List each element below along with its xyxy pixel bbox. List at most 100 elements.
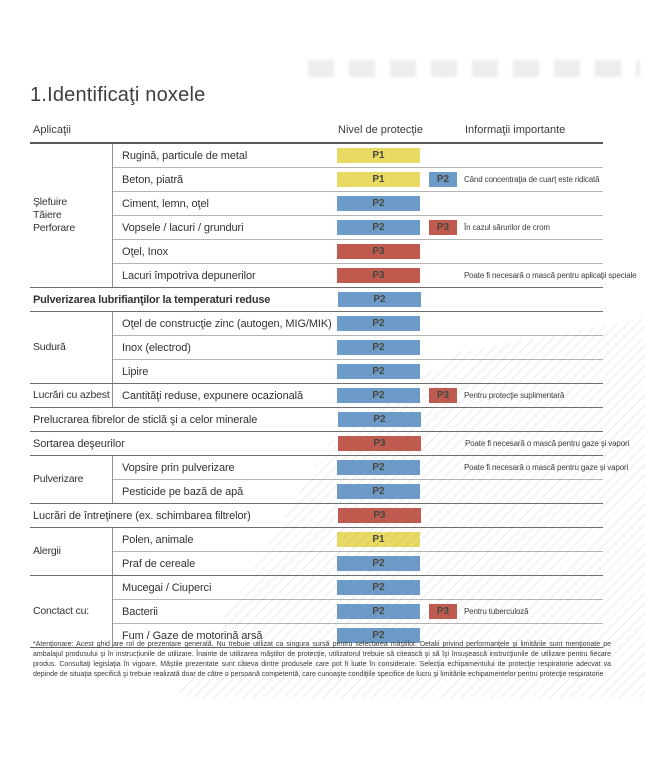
application-label: Prelucrarea fibrelor de sticlă şi a celo…: [33, 413, 258, 426]
application-label: Oţel de construcţie zinc (autogen, MIG/M…: [122, 317, 332, 330]
table-row: Pulverizarea lubrifianţilor la temperatu…: [30, 288, 603, 311]
application-group-label: Sudură: [30, 312, 113, 383]
section-rows: Mucegai / Ciuperci P2 Bacterii P2 P3 Pentru t…: [113, 576, 603, 647]
application-label: Beton, piatră: [122, 173, 184, 186]
protection-level-extra-badge: P3: [429, 220, 457, 235]
section-rows: Rugină, particule de metal P1 Beton, piatr…: [113, 144, 637, 287]
table-row: Mucegai / Ciuperci P2: [113, 576, 603, 599]
table-section: Sortarea deşeurilor P3 Poate fi necesară o…: [30, 431, 629, 455]
application-label: Mucegai / Ciuperci: [122, 581, 212, 594]
table-row: Prelucrarea fibrelor de sticlă şi a celo…: [30, 408, 603, 431]
application-label: Pulverizarea lubrifianţilor la temperatu…: [33, 293, 271, 306]
page-title: 1.Identificaţi noxele: [30, 84, 206, 106]
protection-level-bar: P2: [337, 604, 420, 619]
table-row: Vopsire prin pulverizare P2 Poate fi neces…: [113, 456, 628, 479]
application-label: Sortarea deşeurilor: [33, 437, 125, 450]
application-group-label: Şlefuire Tăiere Perforare: [30, 144, 113, 287]
protection-level-extra-badge: P3: [429, 388, 457, 403]
important-info-note: Pentru tuberculoză: [464, 607, 529, 616]
important-info-note: Când concentraţia de cuarţ este ridicată: [464, 175, 600, 184]
column-header-protection-level: Nivel de protecţie: [338, 124, 423, 136]
table-row: Ciment, lemn, oţel P2: [113, 191, 603, 215]
table-row: Fum / Gaze de motorină arsă P2: [113, 623, 603, 647]
protection-level-bar: P2: [337, 340, 420, 355]
application-label: Lacuri împotriva depunerilor: [122, 269, 256, 282]
application-group-label: Conctact cu:: [30, 576, 113, 647]
table-row: Lipire P2: [113, 359, 603, 383]
table-row: Polen, animale P1: [113, 528, 603, 551]
important-info-note: În cazul sărurilor de crom: [464, 223, 550, 232]
section-rows: Lucrări de întreţinere (ex. schimbarea f…: [30, 504, 603, 527]
application-label: Inox (electrod): [122, 341, 191, 354]
application-label: Vopsire prin pulverizare: [122, 461, 235, 474]
table-section: Pulverizarea lubrifianţilor la temperatu…: [30, 287, 603, 311]
protection-level-extra-badge: P3: [429, 604, 457, 619]
protection-level-bar: P3: [337, 268, 420, 283]
protection-level-bar: P2: [338, 412, 421, 427]
table-row: Lacuri împotriva depunerilor P3 Poate fi n…: [113, 263, 637, 287]
protection-level-bar: P2: [337, 556, 420, 571]
application-label: Bacterii: [122, 605, 158, 618]
table-section: Prelucrarea fibrelor de sticlă şi a celo…: [30, 407, 603, 431]
protection-level-bar: P2: [337, 364, 420, 379]
table-header-row: Aplicaţii Nivel de protecţie Informaţii …: [30, 120, 603, 144]
section-rows: Oţel de construcţie zinc (autogen, MIG/M…: [113, 312, 603, 383]
table-section: Lucrări de întreţinere (ex. schimbarea f…: [30, 503, 603, 527]
table-row: Oţel, Inox P3: [113, 239, 603, 263]
column-header-important-info: Informaţii importante: [465, 124, 566, 136]
application-label: Vopsele / lacuri / grunduri: [122, 221, 244, 234]
application-group-label: Lucrări cu azbest: [30, 384, 113, 407]
table-section: Sudură Oţel de construcţie zinc (autogen,…: [30, 311, 603, 383]
hazard-table-body: Şlefuire Tăiere Perforare Rugină, particu…: [30, 144, 637, 647]
section-rows: Pulverizarea lubrifianţilor la temperatu…: [30, 288, 603, 311]
table-row: Oţel de construcţie zinc (autogen, MIG/M…: [113, 312, 603, 335]
application-label: Lucrări de întreţinere (ex. schimbarea f…: [33, 509, 251, 522]
important-info-note: Poate fi necesară o mască pentru gaze şi…: [464, 463, 629, 472]
hazard-table: Aplicaţii Nivel de protecţie Informaţii …: [30, 120, 637, 648]
ghosted-printthrough-strip: [308, 60, 640, 77]
section-rows: Polen, animale P1 Praf de cereale P2: [113, 528, 603, 575]
table-section: Lucrări cu azbest Cantităţi reduse, expun…: [30, 383, 603, 407]
table-row: Praf de cereale P2: [113, 551, 603, 575]
protection-level-bar: P2: [338, 292, 421, 307]
application-label: Rugină, particule de metal: [122, 149, 248, 162]
protection-level-bar: P1: [337, 172, 420, 187]
application-label: Cantităţi reduse, expunere ocazională: [122, 389, 303, 402]
protection-level-bar: P2: [337, 484, 420, 499]
column-header-applications: Aplicaţii: [33, 124, 71, 136]
application-label: Pesticide pe bază de apă: [122, 485, 244, 498]
protection-level-bar: P2: [337, 628, 420, 643]
protection-level-bar: P2: [337, 316, 420, 331]
protection-level-bar: P2: [337, 460, 420, 475]
protection-level-bar: P3: [337, 244, 420, 259]
table-row: Vopsele / lacuri / grunduri P2 P3 În cazul …: [113, 215, 603, 239]
important-info-note: Poate fi necesară o mască pentru gaze şi…: [465, 439, 630, 448]
protection-level-bar: P2: [337, 196, 420, 211]
protection-level-bar: P1: [337, 532, 420, 547]
table-row: Rugină, particule de metal P1: [113, 144, 603, 167]
protection-level-extra-badge: P2: [429, 172, 457, 187]
section-rows: Vopsire prin pulverizare P2 Poate fi neces…: [113, 456, 628, 503]
application-group-label: Pulverizare: [30, 456, 113, 503]
application-label: Praf de cereale: [122, 557, 196, 570]
section-rows: Prelucrarea fibrelor de sticlă şi a celo…: [30, 408, 603, 431]
application-label: Fum / Gaze de motorină arsă: [122, 629, 263, 642]
important-info-note: Pentru protecţie suplimentară: [464, 391, 565, 400]
table-row: Lucrări de întreţinere (ex. schimbarea f…: [30, 504, 603, 527]
protection-level-bar: P3: [338, 436, 421, 451]
application-label: Lipire: [122, 365, 149, 378]
protection-level-bar: P2: [337, 388, 420, 403]
table-section: Pulverizare Vopsire prin pulverizare P2 Poa…: [30, 455, 628, 503]
protection-level-bar: P2: [337, 220, 420, 235]
table-row: Beton, piatră P1 P2 Când concentraţia de cu…: [113, 167, 603, 191]
table-section: Conctact cu: Mucegai / Ciuperci P2 Bacterii…: [30, 575, 603, 647]
section-rows: Sortarea deşeurilor P3 Poate fi necesară o…: [30, 432, 629, 455]
table-section: Şlefuire Tăiere Perforare Rugină, particu…: [30, 144, 637, 287]
protection-level-bar: P2: [337, 580, 420, 595]
protection-level-bar: P3: [338, 508, 421, 523]
application-label: Polen, animale: [122, 533, 194, 546]
table-row: Sortarea deşeurilor P3 Poate fi necesară o…: [30, 432, 629, 455]
application-label: Oţel, Inox: [122, 245, 169, 258]
table-row: Inox (electrod) P2: [113, 335, 603, 359]
